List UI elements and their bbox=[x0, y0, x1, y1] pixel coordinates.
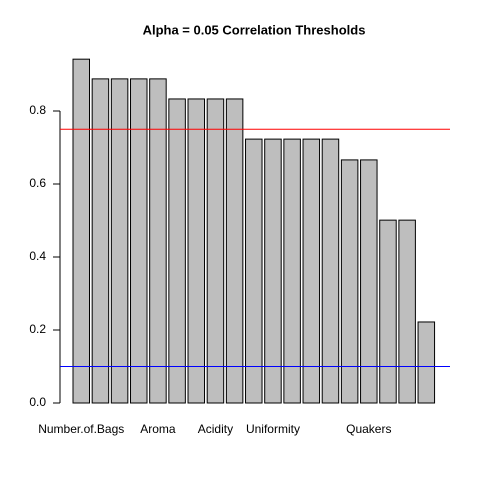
x-tick-label: Number.of.Bags bbox=[38, 422, 124, 436]
y-tick-label: 0.8 bbox=[29, 103, 46, 117]
bar bbox=[91, 78, 110, 404]
bar bbox=[264, 138, 282, 404]
y-tick-label: 0.0 bbox=[29, 395, 46, 409]
bar bbox=[360, 159, 378, 404]
x-tick-label: Quakers bbox=[346, 422, 391, 436]
bar bbox=[206, 98, 225, 404]
chart-title: Alpha = 0.05 Correlation Thresholds bbox=[143, 22, 366, 37]
y-tick-label: 0.4 bbox=[29, 249, 46, 263]
bar bbox=[283, 138, 301, 404]
y-tick-label: 0.2 bbox=[29, 322, 46, 336]
x-tick-label: Acidity bbox=[198, 422, 233, 436]
bar bbox=[187, 98, 206, 404]
x-tick-label: Aroma bbox=[140, 422, 176, 436]
x-tick-label: Uniformity bbox=[246, 422, 300, 436]
bar bbox=[302, 138, 321, 404]
bar bbox=[417, 321, 436, 404]
bar bbox=[340, 159, 359, 404]
bar bbox=[379, 219, 397, 404]
bar bbox=[130, 78, 148, 404]
bar bbox=[398, 219, 416, 404]
bar bbox=[110, 78, 129, 404]
bar bbox=[225, 98, 244, 404]
bar bbox=[321, 138, 340, 404]
bar bbox=[149, 78, 167, 404]
y-tick-label: 0.6 bbox=[29, 176, 46, 190]
bar bbox=[245, 138, 263, 404]
bar bbox=[72, 58, 90, 404]
bar bbox=[168, 98, 186, 404]
